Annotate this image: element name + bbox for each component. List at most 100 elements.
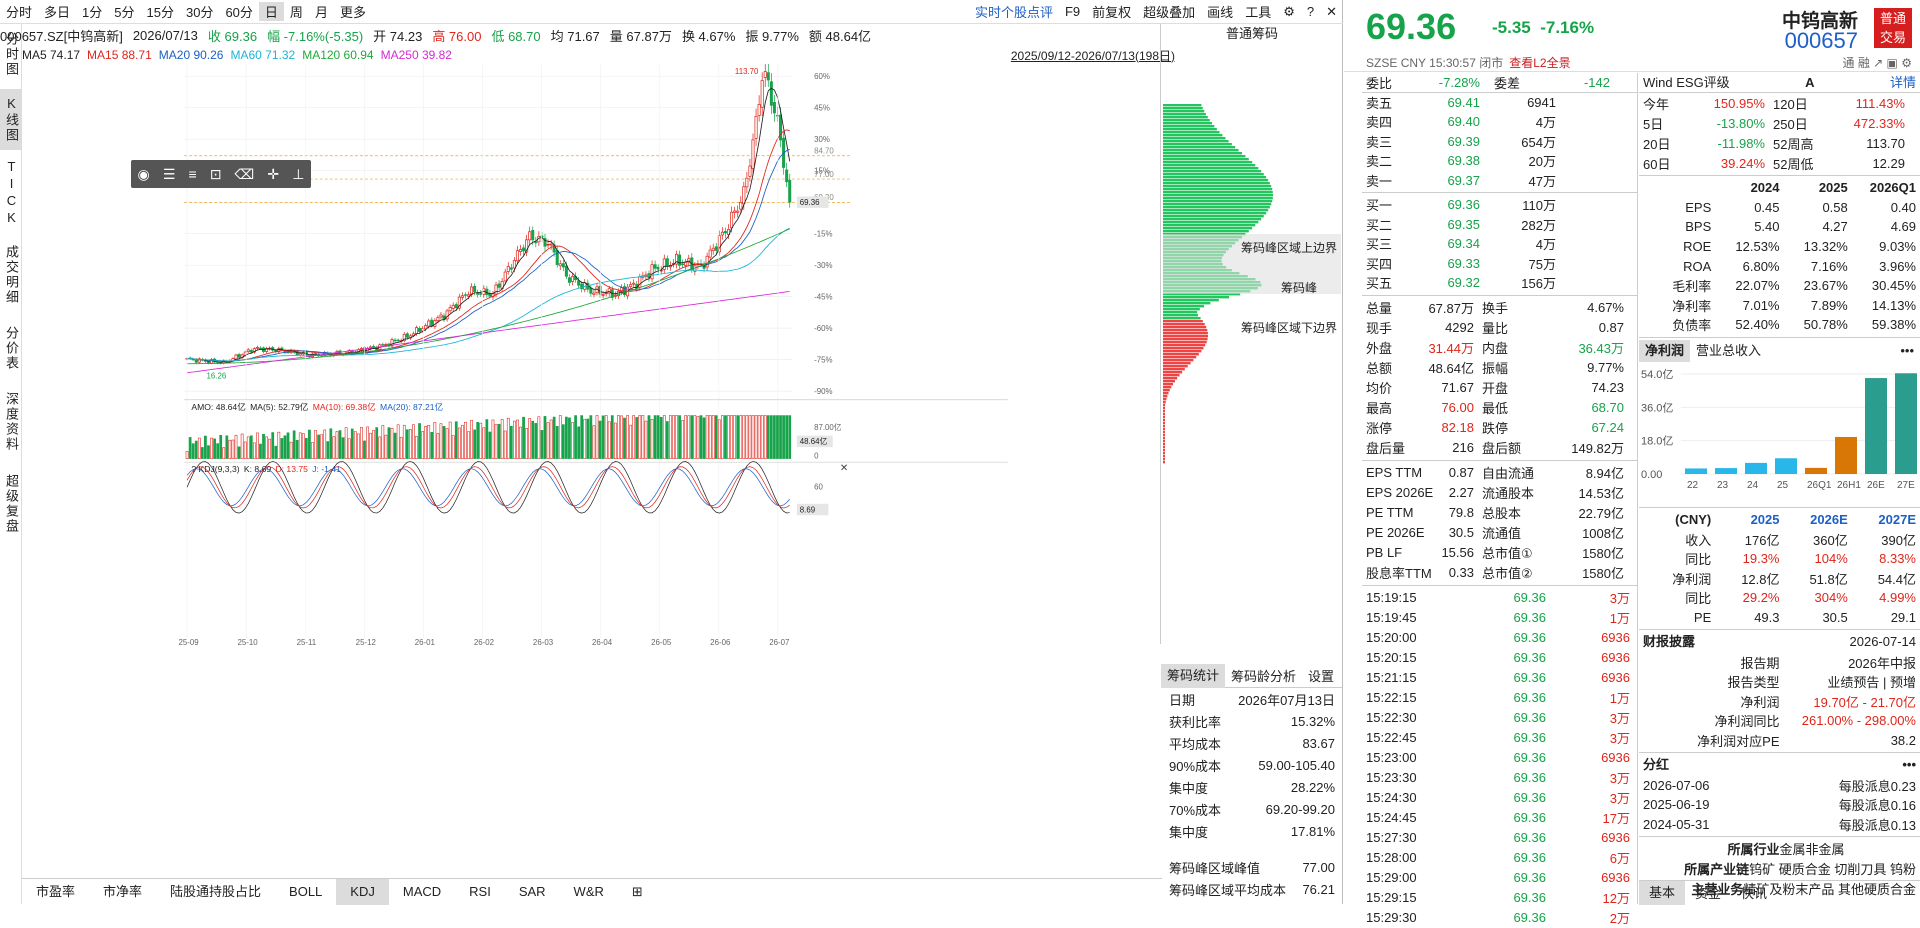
volume-bar [592, 425, 596, 459]
level-label-peak: 77.00 [814, 170, 834, 179]
x-axis-label: 26-03 [533, 638, 554, 647]
period-tab-1[interactable]: 多日 [44, 5, 71, 20]
period-tab-10[interactable]: 更多 [339, 5, 366, 20]
volume-bar [785, 415, 789, 459]
chip-bar [1163, 443, 1165, 446]
stats-tab-1[interactable]: 筹码龄分析 [1231, 669, 1297, 684]
close-icon[interactable]: ✕ [1326, 3, 1337, 19]
stats-tab-0[interactable]: 筹码统计 [1161, 663, 1226, 688]
header-icons[interactable]: 通 融 ↗ ▣ ⚙ [1842, 56, 1913, 70]
fund-tab-1[interactable]: 资金 [1695, 886, 1722, 901]
period-tab-7[interactable]: 日 [258, 2, 284, 21]
candle [684, 261, 688, 266]
fund-tab-2[interactable]: 快讯 [1741, 886, 1768, 901]
volume-bar [335, 431, 339, 459]
trash-icon[interactable]: ⌫ [234, 165, 255, 182]
np-bar-label: 25 [1777, 480, 1789, 491]
volume-bar [528, 418, 532, 459]
volume-bar [415, 435, 418, 459]
indicator-tab-0[interactable]: 市盈率 [36, 883, 76, 899]
settings-icon[interactable]: ⚙ [1283, 3, 1295, 19]
period-tab-8[interactable]: 周 [289, 5, 303, 20]
period-tab-0[interactable]: 分时 [6, 5, 33, 20]
side-tab-1[interactable]: K线图 [0, 89, 22, 150]
help-icon[interactable]: ? [1306, 4, 1315, 19]
volume-bar [271, 432, 275, 459]
lines-icon[interactable]: ☰ [162, 165, 176, 182]
more-icon[interactable]: ••• [1902, 757, 1916, 773]
indicator-tab-4[interactable]: KDJ [336, 878, 389, 905]
side-tab-3[interactable]: 成交明细 [4, 245, 19, 305]
candle [567, 277, 571, 283]
close-kdj-icon[interactable]: ✕ [840, 463, 848, 474]
list-icon[interactable]: ≡ [188, 166, 197, 182]
np-tab-0[interactable]: 净利润 [1639, 339, 1691, 362]
fund-tab-0[interactable]: 基本 [1639, 880, 1686, 905]
range-label[interactable]: 2025/09/12-2026/07/13(198日) [1010, 48, 1175, 63]
drawing-toolbar[interactable]: ◉ ☰ ≡ ⊡ ⌫ ✛ ⊥ [131, 160, 311, 188]
volume-bar [372, 430, 376, 459]
candle [473, 285, 477, 292]
indicator-tab-2[interactable]: 陆股通持股占比 [170, 883, 262, 899]
top-action-4[interactable]: 画线 [1207, 5, 1234, 20]
anchor-icon[interactable]: ⊥ [292, 165, 305, 182]
np-tab-1[interactable]: 营业总收入 [1696, 342, 1762, 358]
chip-bar [1163, 188, 1273, 191]
period-tab-4[interactable]: 15分 [146, 5, 174, 20]
chip-bar [1163, 215, 1264, 218]
top-action-3[interactable]: 超级叠加 [1143, 5, 1196, 20]
add-indicator-icon[interactable]: ⊞ [631, 883, 643, 899]
period-tab-2[interactable]: 1分 [82, 5, 103, 20]
top-action-0[interactable]: 实时个股点评 [974, 5, 1053, 20]
top-action-2[interactable]: 前复权 [1092, 5, 1132, 20]
candle [396, 339, 400, 342]
candle [418, 328, 422, 332]
candle [736, 210, 740, 213]
volume-bar [595, 415, 599, 459]
stats-tab-2[interactable]: 设置 [1308, 669, 1335, 684]
esg-detail-link[interactable]: 详情 [1889, 75, 1916, 90]
indicator-tab-8[interactable]: W&R [573, 883, 604, 899]
side-tab-6[interactable]: 超级复盘 [4, 474, 19, 534]
candle [414, 327, 418, 334]
palette-icon[interactable]: ◉ [137, 165, 150, 182]
side-tab-0[interactable]: 分时图 [4, 32, 19, 77]
volume-bar [283, 435, 287, 459]
top-action-5[interactable]: 工具 [1245, 5, 1272, 20]
lock-icon[interactable]: ⊡ [209, 165, 222, 182]
candle [629, 284, 633, 287]
period-tab-6[interactable]: 60分 [225, 5, 253, 20]
chip-bar [1163, 347, 1204, 350]
period-tab-3[interactable]: 5分 [114, 5, 135, 20]
x-axis-label: 26-07 [769, 638, 789, 647]
kline-chart[interactable]: 60%45%30%15%0%-15%-30%-45%-60%-75%-90%84… [22, 64, 1170, 648]
more-icon[interactable]: ••• [1900, 343, 1914, 359]
volume-bar [525, 427, 528, 459]
chip-bar [1163, 401, 1166, 404]
l2-link[interactable]: 查看L2全景 [1509, 56, 1571, 70]
candle [277, 348, 281, 353]
indicator-tab-6[interactable]: RSI [469, 883, 491, 899]
chip-bar [1163, 365, 1188, 368]
indicator-tab-1[interactable]: 市净率 [103, 883, 143, 899]
indicator-tab-3[interactable]: BOLL [289, 883, 323, 899]
dividend-row: 2026-07-06 每股派息0.23 [1643, 777, 1916, 794]
period-tab-5[interactable]: 30分 [185, 5, 214, 20]
move-icon[interactable]: ✛ [267, 165, 280, 182]
candle [436, 317, 440, 321]
side-tab-5[interactable]: 深度资料 [4, 392, 19, 452]
side-tab-4[interactable]: 分价表 [4, 326, 19, 371]
volume-bar [194, 440, 198, 459]
chip-bar [1163, 104, 1202, 107]
quote-date: 2026/07/13 [132, 27, 198, 43]
trade-button[interactable]: 普通 交易 [1874, 8, 1912, 48]
indicator-tab-5[interactable]: MACD [402, 883, 442, 899]
stats-row: 集中度 28.22% [1169, 779, 1335, 796]
top-action-1[interactable]: F9 [1064, 4, 1081, 19]
bid-row: 买一 69.36 110万 [1366, 197, 1556, 214]
indicator-tab-7[interactable]: SAR [518, 883, 546, 899]
volume-bar [470, 419, 473, 459]
side-tab-2[interactable]: TICK [4, 159, 19, 227]
chip-bar [1163, 398, 1167, 401]
period-tab-9[interactable]: 月 [314, 5, 328, 20]
